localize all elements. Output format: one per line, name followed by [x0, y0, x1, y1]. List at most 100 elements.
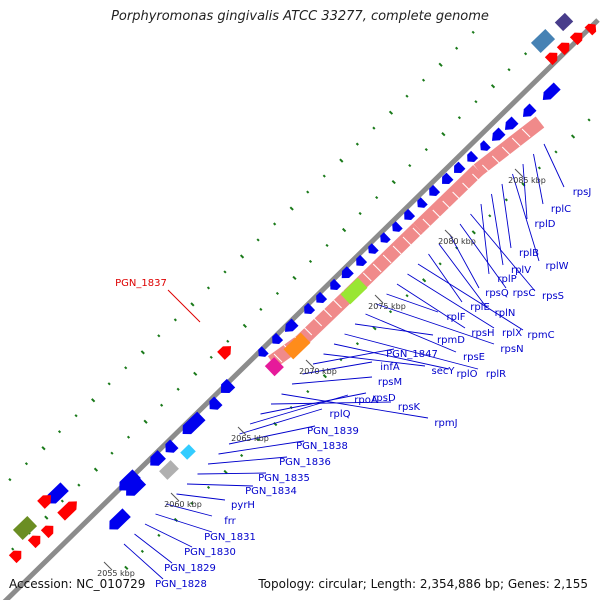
gene-label[interactable]: PGN_1831 [204, 532, 256, 543]
label-leader-line [417, 263, 524, 331]
gene-label[interactable]: PGN_1839 [307, 426, 359, 437]
block-separator [303, 326, 313, 336]
scale-tick-mark [305, 359, 315, 369]
gc-skew-tick [91, 398, 96, 403]
gc-skew-tick [524, 52, 528, 56]
scale-ticks: 2055 kbp 2060 kbp 2065 kbp 2070 kbp 2075 kbp… [97, 168, 546, 578]
gc-skew-tick [57, 430, 62, 434]
block-separator [313, 317, 323, 327]
gene-label[interactable]: rplD [535, 219, 556, 230]
gene-label[interactable]: rplF [447, 312, 466, 323]
gene-label[interactable]: rpsQ [485, 288, 509, 299]
block-separator [412, 227, 422, 237]
block-separator [392, 245, 402, 255]
gene-label[interactable]: rplN [495, 308, 516, 319]
gc-skew-tick [209, 355, 213, 359]
feature-olive [12, 516, 38, 540]
block-separator [521, 128, 531, 138]
gene-label[interactable]: rplW [545, 261, 568, 272]
gc-skew-tick [77, 483, 81, 487]
gc-skew-tick [226, 339, 230, 343]
gene-label[interactable]: rplB [519, 248, 539, 259]
gene-label[interactable]: rplE [470, 302, 490, 313]
gene-arrow-forward [57, 501, 77, 521]
gc-skew-tick [223, 270, 227, 274]
gene-label[interactable]: rplV [511, 265, 531, 276]
gene-label[interactable]: PGN_1835 [258, 473, 310, 484]
gc-skew-tick [206, 286, 211, 290]
gene-label[interactable]: rpmD [437, 335, 465, 346]
gene-label[interactable]: rplX [502, 328, 522, 339]
gene-label[interactable]: rpmC [527, 330, 554, 341]
label-leader-line [354, 323, 434, 336]
gc-skew-tick [391, 179, 396, 185]
gene-label[interactable]: PGN_1836 [279, 457, 331, 468]
gene-label[interactable]: rplO [456, 369, 477, 380]
gc-skew-tick [457, 116, 461, 120]
label-leader-line [218, 440, 305, 455]
gene-label[interactable]: rpsC [513, 288, 536, 299]
accession-text: Accession: NC_010729 [9, 577, 146, 591]
gene-label[interactable]: rpsE [463, 352, 485, 363]
gc-skew-tick [405, 94, 409, 98]
gene-arrow-forward [27, 535, 41, 549]
gene-label[interactable]: rplP [497, 274, 516, 285]
gc-skew-tick [93, 467, 99, 472]
gene-label[interactable]: PGN_1834 [245, 486, 297, 497]
feature-steelblue [530, 29, 556, 53]
gene-arrow-forward [556, 42, 570, 56]
gene-label[interactable]: pyrH [231, 500, 255, 511]
label-leader-line [449, 233, 480, 289]
gene-label[interactable]: PGN_1828 [155, 579, 207, 590]
gc-skew-tick [11, 547, 15, 551]
gc-skew-tick [41, 446, 46, 451]
label-leader-line [270, 401, 392, 405]
gc-skew-tick [124, 565, 129, 570]
gene-label[interactable]: rpsK [398, 402, 421, 413]
gene-label[interactable]: rpsS [542, 291, 564, 302]
gc-skew-track [8, 30, 591, 570]
block-separator [452, 191, 461, 201]
gene-label[interactable]: PGN_1829 [164, 563, 216, 574]
gene-arrow-reverse [429, 184, 441, 196]
gene-label[interactable]: rpsN [500, 344, 523, 355]
gene-label[interactable]: rpoA [354, 395, 378, 406]
block-separator [472, 173, 481, 183]
gene-label[interactable]: rpmJ [434, 418, 457, 429]
label-leader-line [365, 313, 457, 353]
gene-arrow-reverse [404, 208, 416, 220]
gene-arrow-reverse [126, 476, 147, 496]
gene-arrow-forward [569, 32, 583, 46]
gene-arrow-reverse [341, 266, 354, 279]
gene-label[interactable]: rpsJ [573, 187, 592, 198]
gene-label[interactable]: rpsH [471, 328, 494, 339]
label-leader-line [522, 163, 528, 220]
gene-label[interactable]: rplQ [329, 409, 350, 420]
label-leader-line [323, 353, 426, 367]
gc-skew-tick [554, 150, 558, 154]
highlighted-gene-label[interactable]: PGN_1837 [115, 278, 167, 289]
label-leader-line [123, 543, 164, 580]
gene-arrow-reverse [368, 243, 379, 254]
gene-label[interactable]: PGN_1830 [184, 547, 236, 558]
gc-skew-tick [126, 435, 131, 439]
gene-label[interactable]: infA [380, 362, 400, 373]
gene-label[interactable]: frr [224, 516, 236, 527]
gene-label[interactable]: PGN_1838 [296, 441, 348, 452]
gene-arrow-reverse [356, 254, 368, 266]
gene-label[interactable]: rpsM [378, 377, 402, 388]
gc-skew-tick [140, 549, 144, 553]
gene-label[interactable]: rpsD [372, 393, 396, 404]
scale-tick-label: 2060 kbp [164, 500, 202, 509]
scale-tick-label: 2070 kbp [299, 367, 337, 376]
gene-label[interactable]: rplC [551, 204, 571, 215]
gene-label[interactable]: secY [432, 366, 456, 377]
gc-skew-tick [110, 451, 114, 455]
label-leader-line [428, 253, 463, 303]
gene-arrow-reverse [330, 278, 342, 290]
gc-skew-tick [471, 30, 475, 34]
gene-label[interactable]: rplR [486, 369, 506, 380]
gene-label[interactable]: PGN_1847 [386, 349, 438, 360]
label-leader-line [207, 456, 288, 465]
gene-arrow-reverse [109, 508, 131, 530]
